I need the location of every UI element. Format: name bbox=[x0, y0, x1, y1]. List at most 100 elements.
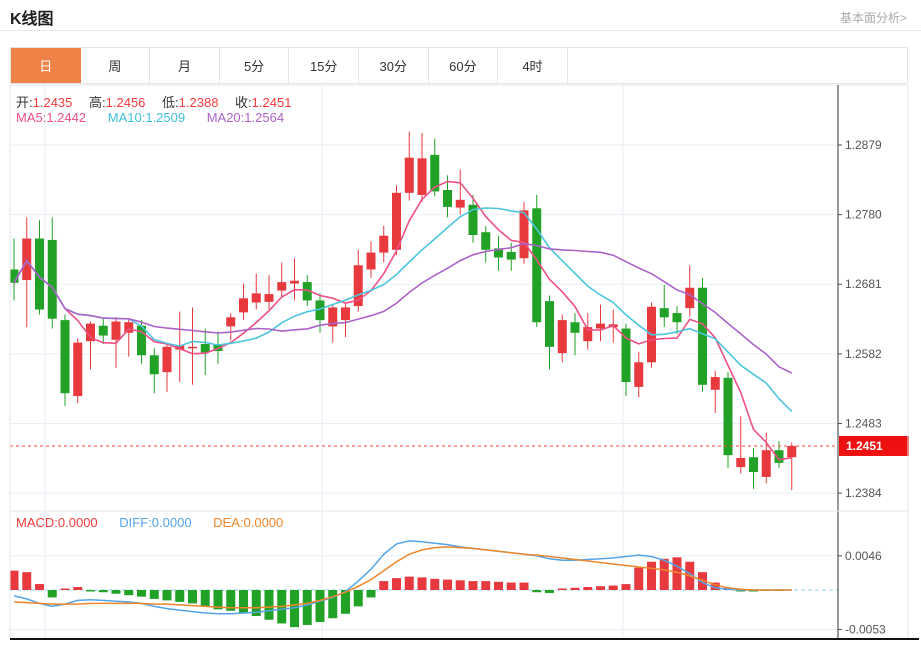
macd-histogram-bar bbox=[710, 582, 720, 590]
tab-15min[interactable]: 15分 bbox=[289, 48, 359, 83]
candle bbox=[698, 287, 707, 385]
candle bbox=[749, 457, 758, 473]
macd-histogram-bar bbox=[532, 590, 542, 593]
period-tab-bar: 日 周 月 5分 15分 30分 60分 4时 bbox=[10, 47, 908, 84]
macd-histogram-bar bbox=[239, 590, 248, 614]
macd-histogram-bar bbox=[583, 587, 593, 590]
candle bbox=[175, 345, 185, 350]
candle bbox=[404, 157, 414, 193]
candle bbox=[379, 235, 389, 253]
ma10-value: 1.2509 bbox=[145, 110, 186, 125]
macd-histogram-bar bbox=[264, 590, 274, 620]
candle bbox=[659, 308, 669, 318]
tab-month[interactable]: 月 bbox=[150, 48, 220, 83]
tab-4hour[interactable]: 4时 bbox=[498, 48, 568, 83]
macd-histogram-bar bbox=[111, 590, 121, 594]
candle bbox=[557, 320, 567, 354]
candle bbox=[47, 239, 57, 319]
candle bbox=[506, 251, 516, 260]
close-label: 收: bbox=[235, 95, 252, 110]
open-label: 开: bbox=[16, 95, 33, 110]
macd-histogram-bar bbox=[175, 590, 185, 602]
macd-pane: 0.0046 -0.0053 bbox=[9, 540, 886, 636]
candle bbox=[9, 269, 19, 283]
candle bbox=[430, 154, 440, 192]
tab-30min[interactable]: 30分 bbox=[358, 48, 429, 83]
candle bbox=[787, 445, 797, 458]
macd-histogram-bar bbox=[621, 584, 631, 590]
macd-histogram-bar bbox=[86, 590, 95, 592]
candle bbox=[353, 265, 363, 307]
candle bbox=[710, 377, 720, 390]
candle bbox=[723, 377, 733, 456]
ma-legend: MA5: 1.2442 MA10: 1.2509 MA20: 1.2564 bbox=[16, 110, 284, 125]
macd-histogram-bar bbox=[379, 581, 389, 590]
diff-label: DIFF: bbox=[119, 515, 152, 530]
macd-histogram-bar bbox=[22, 572, 32, 590]
candle bbox=[532, 208, 542, 323]
ma20-line bbox=[13, 242, 793, 374]
ma20-value: 1.2564 bbox=[244, 110, 285, 125]
ma20-label: MA20: bbox=[206, 110, 245, 125]
macd-histogram-bar bbox=[60, 588, 70, 590]
macd-histogram-bar bbox=[570, 587, 580, 590]
candle bbox=[417, 158, 427, 195]
macd-axis-label: -0.0053 bbox=[845, 622, 886, 636]
macd-histogram-bar bbox=[608, 585, 618, 590]
macd-histogram-bar bbox=[73, 587, 83, 590]
macd-histogram-bar bbox=[468, 581, 478, 590]
candle bbox=[494, 248, 503, 258]
candle bbox=[366, 252, 376, 270]
fundamental-analysis-link[interactable]: 基本面分析> bbox=[839, 11, 907, 25]
ohlc-legend: 开:1.2435 高:1.2456 低:1.2388 收:1.2451 bbox=[16, 92, 291, 111]
gridlines bbox=[10, 85, 838, 638]
ma5-label: MA5: bbox=[16, 110, 47, 125]
dea-value: 0.0000 bbox=[243, 515, 284, 530]
macd-histogram-bar bbox=[596, 586, 605, 590]
macd-histogram-bar bbox=[290, 590, 299, 628]
macd-histogram-bar bbox=[341, 590, 350, 614]
macd-histogram-bar bbox=[162, 590, 172, 601]
macd-histogram-bar bbox=[519, 582, 529, 590]
diff-value: 0.0000 bbox=[151, 515, 192, 530]
tab-5min[interactable]: 5分 bbox=[219, 48, 290, 83]
macd-histogram-bar bbox=[647, 561, 656, 590]
candle bbox=[545, 301, 554, 347]
low-value: 1.2388 bbox=[178, 95, 219, 110]
candle bbox=[634, 362, 644, 387]
candle bbox=[73, 342, 83, 397]
candle bbox=[468, 204, 478, 236]
candle bbox=[481, 232, 491, 250]
macd-histogram-bar bbox=[137, 590, 146, 597]
price-axis-label: 1.2483 bbox=[845, 416, 882, 430]
candle bbox=[596, 323, 605, 329]
macd-histogram-bar bbox=[506, 582, 516, 590]
macd-label: MACD: bbox=[16, 515, 58, 530]
macd-histogram-bar bbox=[392, 578, 401, 590]
candle bbox=[277, 282, 287, 291]
tab-60min[interactable]: 60分 bbox=[428, 48, 499, 83]
tab-day[interactable]: 日 bbox=[11, 48, 81, 83]
tab-week[interactable]: 周 bbox=[80, 48, 151, 83]
macd-histogram-bar bbox=[455, 580, 465, 590]
candle bbox=[98, 325, 108, 336]
ma5-line bbox=[13, 180, 792, 461]
price-axis: 1.2879 1.2780 1.2681 1.2582 1.2483 1.2384 1.24… bbox=[10, 138, 909, 500]
candle bbox=[149, 355, 159, 375]
macd-histogram-bar bbox=[188, 590, 197, 604]
candle bbox=[392, 192, 401, 250]
open-value: 1.2435 bbox=[32, 95, 73, 110]
candle bbox=[774, 450, 784, 463]
ma5-value: 1.2442 bbox=[46, 110, 87, 125]
candle bbox=[621, 328, 631, 382]
low-label: 低: bbox=[162, 95, 179, 110]
candle bbox=[328, 307, 338, 327]
price-axis-label: 1.2681 bbox=[845, 277, 882, 291]
candle bbox=[264, 294, 274, 302]
macd-axis-label: 0.0046 bbox=[845, 549, 882, 563]
macd-histogram-bar bbox=[481, 581, 491, 590]
ma-lines bbox=[13, 180, 793, 461]
candle bbox=[672, 313, 682, 323]
